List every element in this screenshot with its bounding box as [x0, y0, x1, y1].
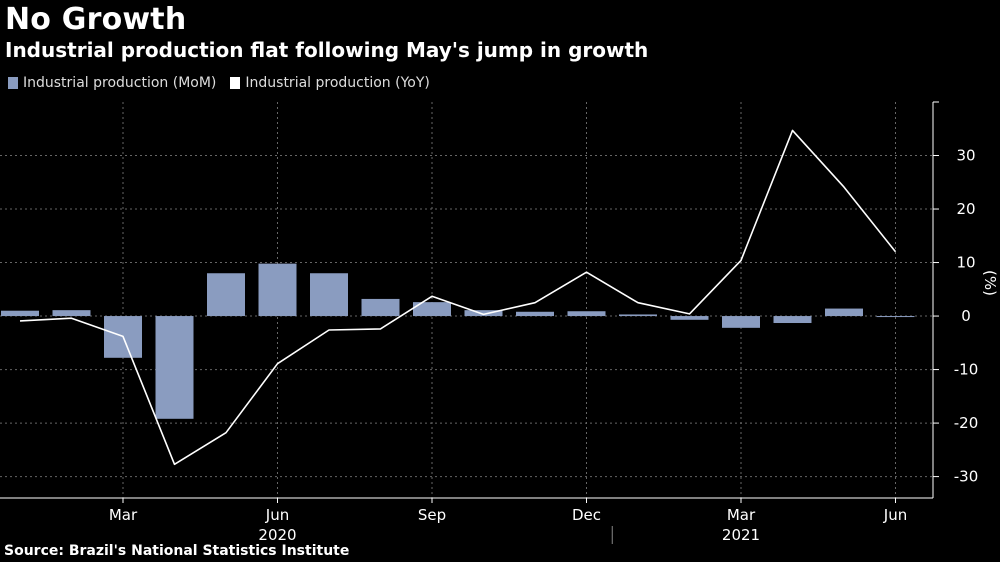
x-year-label: 2020 — [258, 526, 296, 544]
y-tick-label: 0 — [961, 307, 971, 325]
bar-mom — [155, 316, 194, 419]
y-tick-label: -30 — [954, 468, 979, 486]
x-tick-label: Mar — [109, 506, 138, 524]
y-tick-label: 30 — [956, 147, 975, 165]
chart-grid — [0, 102, 933, 498]
bar-mom — [361, 298, 400, 317]
chart-title: No Growth — [5, 2, 187, 37]
x-tick-label: Jun — [265, 506, 289, 524]
y-tick-label: -10 — [954, 361, 979, 379]
chart-legend: Industrial production (MoM) Industrial p… — [8, 75, 430, 91]
bar-mom — [670, 316, 709, 320]
bar-mom — [619, 314, 657, 317]
line-yoy — [19, 129, 897, 466]
bar-mom — [773, 316, 812, 324]
line-series-yoy — [19, 129, 897, 466]
bar-mom — [413, 302, 451, 317]
legend-label-yoy: Industrial production (YoY) — [245, 75, 430, 91]
bar-mom — [464, 310, 503, 317]
legend-item-mom: Industrial production (MoM) — [8, 75, 216, 91]
legend-swatch-mom — [8, 77, 18, 89]
y-tick-label: 20 — [956, 200, 975, 218]
legend-label-mom: Industrial production (MoM) — [23, 75, 217, 91]
bar-mom — [52, 310, 91, 317]
bar-mom — [1, 310, 39, 317]
bar-mom — [516, 311, 554, 317]
x-year-label: 2021 — [722, 526, 760, 544]
x-tick-label: Sep — [418, 506, 446, 524]
chart-axes: 30 20 10 0 -10 -20 -30 Mar Jun Sep Dec Mar Jun 2020 20… — [0, 101, 999, 544]
bar-mom — [207, 273, 245, 317]
bar-mom — [258, 263, 297, 317]
bar-mom — [876, 316, 915, 318]
chart-subtitle: Industrial production flat following May… — [5, 38, 649, 62]
chart-source: Source: Brazil's National Statistics Ins… — [4, 543, 350, 559]
bar-mom — [310, 273, 348, 317]
y-axis-label: (%) — [981, 270, 999, 296]
legend-swatch-yoy — [230, 77, 241, 89]
y-tick-label: 10 — [956, 254, 975, 272]
x-tick-label: Dec — [572, 506, 601, 524]
bar-mom — [722, 316, 760, 328]
x-tick-label: Mar — [727, 506, 756, 524]
bar-mom — [825, 308, 863, 317]
x-tick-label: Jun — [883, 506, 907, 524]
bar-series-mom — [1, 263, 915, 419]
legend-item-yoy: Industrial production (YoY) — [230, 75, 430, 91]
bar-mom — [567, 311, 606, 317]
y-tick-label: -20 — [954, 414, 979, 432]
